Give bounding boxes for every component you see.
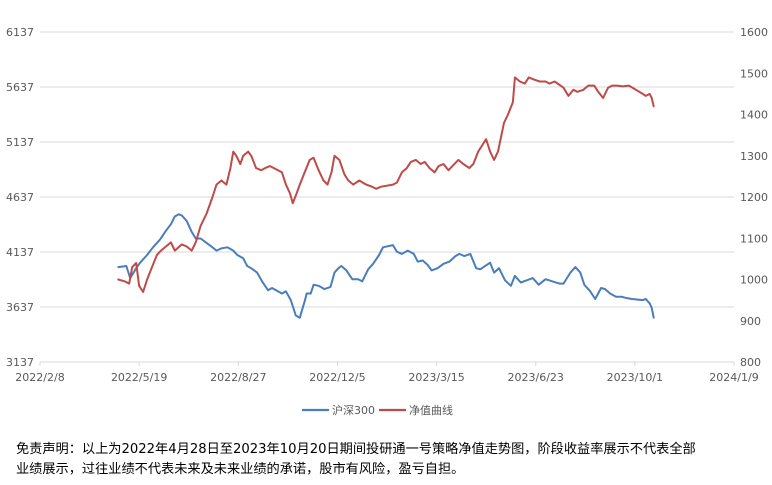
y-axis-right: 800 900 1000 1100 1200 1300 1400 1500 1600 xyxy=(740,26,768,369)
x-axis-ticks: 2022/2/8 2022/5/19 2022/8/27 2022/12/5 2023/… xyxy=(15,362,759,384)
y-left-tick-label: 5637 xyxy=(6,81,34,94)
y-left-tick-label: 3637 xyxy=(6,301,34,314)
series-line-nav xyxy=(117,76,655,293)
x-tick-label: 2022/8/27 xyxy=(210,371,266,384)
y-right-tick-label: 900 xyxy=(740,315,761,328)
gridlines xyxy=(40,31,734,308)
y-left-tick-label: 5137 xyxy=(6,136,34,149)
y-right-tick-label: 1000 xyxy=(740,274,768,287)
y-left-tick-label: 4137 xyxy=(6,246,34,259)
x-tick-label: 2023/3/15 xyxy=(408,371,464,384)
y-right-tick-label: 800 xyxy=(740,356,761,369)
y-right-tick-label: 1100 xyxy=(740,232,768,245)
y-left-tick-label: 3137 xyxy=(6,356,34,369)
y-left-tick-label: 6137 xyxy=(6,26,34,39)
y-axis-left: 3137 3637 4137 4637 5137 5637 6137 xyxy=(6,26,34,369)
y-left-tick-label: 4637 xyxy=(6,191,34,204)
x-tick-label: 2023/6/23 xyxy=(508,371,564,384)
y-right-tick-label: 1200 xyxy=(740,191,768,204)
y-right-tick-label: 1400 xyxy=(740,109,768,122)
series-lines xyxy=(117,76,655,319)
disclaimer-line-2: 业绩展示，过往业绩不代表未来及未来业绩的承诺，股市有风险，盈亏自担。 xyxy=(16,462,465,477)
x-tick-label: 2024/1/9 xyxy=(709,371,758,384)
x-tick-label: 2022/12/5 xyxy=(309,371,365,384)
y-right-tick-label: 1500 xyxy=(740,67,768,80)
legend-label-nav: 净值曲线 xyxy=(409,403,453,417)
x-tick-label: 2022/5/19 xyxy=(111,371,167,384)
legend: 沪深300 净值曲线 xyxy=(302,403,453,417)
line-chart: 2022/2/8 2022/5/19 2022/8/27 2022/12/5 2023/… xyxy=(6,26,768,417)
y-right-tick-label: 1600 xyxy=(740,26,768,39)
series-line-hs300 xyxy=(117,213,655,319)
y-right-tick-label: 1300 xyxy=(740,150,768,163)
legend-label-hs300: 沪深300 xyxy=(332,403,375,417)
disclaimer: 免责声明：以上为2022年4月28日至2023年10月20日期间投研通一号策略净… xyxy=(16,440,756,480)
x-tick-label: 2023/10/1 xyxy=(607,371,663,384)
x-tick-label: 2022/2/8 xyxy=(15,371,64,384)
disclaimer-line-1: 免责声明：以上为2022年4月28日至2023年10月20日期间投研通一号策略净… xyxy=(16,442,696,457)
